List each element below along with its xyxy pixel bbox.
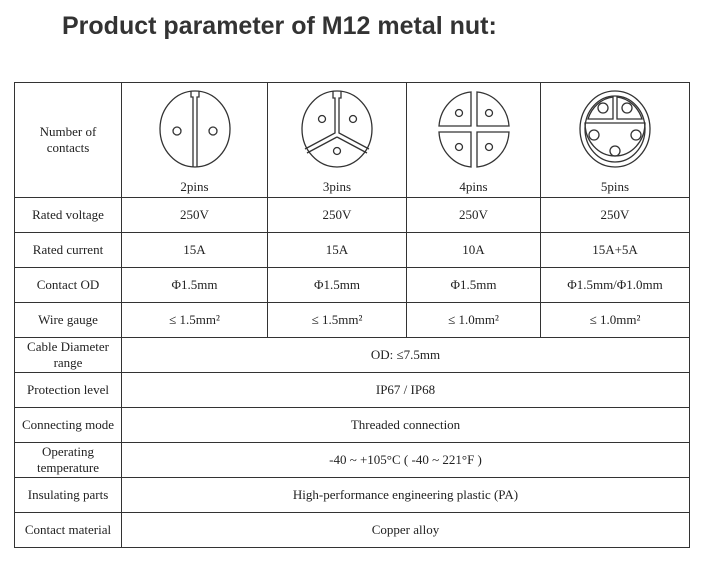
cell: 10A <box>406 232 541 268</box>
contact-cell: 4pins <box>406 82 541 198</box>
table-row: Wire gauge ≤ 1.5mm² ≤ 1.5mm² ≤ 1.0mm² ≤ 1.0m… <box>14 302 690 338</box>
row-label: Protection level <box>14 372 122 408</box>
cell: ≤ 1.5mm² <box>267 302 407 338</box>
contact-cell: 3pins <box>267 82 407 198</box>
cell: High-performance engineering plastic (PA… <box>121 477 690 513</box>
table-row: Insulating parts High-performance enginee… <box>14 477 690 513</box>
row-label: Cable Diameter range <box>14 337 122 373</box>
2-pin-connector-icon <box>158 90 231 168</box>
cell: 250V <box>267 197 407 233</box>
cell: Threaded connection <box>121 407 690 443</box>
row-label: Rated voltage <box>14 197 122 233</box>
cell: -40 ~ +105°C ( -40 ~ 221°F ) <box>121 442 690 478</box>
label-text: Operating temperature <box>36 444 100 475</box>
cell: 250V <box>121 197 268 233</box>
cell: 250V <box>406 197 541 233</box>
4-pin-connector-icon <box>437 91 510 168</box>
cell: 15A+5A <box>540 232 690 268</box>
row-label: Operating temperature <box>14 442 122 478</box>
row-label: Wire gauge <box>14 302 122 338</box>
row-label: Connecting mode <box>14 407 122 443</box>
contacts-row: Number of contacts 2pins 3pins 4pins <box>14 82 690 198</box>
cell: OD: ≤7.5mm <box>121 337 690 373</box>
cell: 15A <box>267 232 407 268</box>
table-row: Contact material Copper alloy <box>14 512 690 548</box>
cell: IP67 / IP68 <box>121 372 690 408</box>
table-row: Cable Diameter range OD: ≤7.5mm <box>14 337 690 373</box>
page-title: Product parameter of M12 metal nut: <box>62 12 497 40</box>
label-text: Number of contacts <box>39 124 97 155</box>
contact-cell: 2pins <box>121 82 268 198</box>
row-label: Number of contacts <box>14 82 122 198</box>
cell: ≤ 1.5mm² <box>121 302 268 338</box>
table-row: Rated current 15A 15A 10A 15A+5A <box>14 232 690 268</box>
cell: 15A <box>121 232 268 268</box>
row-label: Insulating parts <box>14 477 122 513</box>
5-pin-connector-icon <box>579 90 651 168</box>
table-row: Connecting mode Threaded connection <box>14 407 690 443</box>
3-pin-connector-icon <box>301 90 373 168</box>
table-row: Operating temperature -40 ~ +105°C ( -40 … <box>14 442 690 478</box>
cell: 250V <box>540 197 690 233</box>
cell: Copper alloy <box>121 512 690 548</box>
cell: Φ1.5mm/Φ1.0mm <box>540 267 690 303</box>
pins-label: 4pins <box>459 179 488 194</box>
cell: Φ1.5mm <box>121 267 268 303</box>
table-row: Protection level IP67 / IP68 <box>14 372 690 408</box>
table-row: Contact OD Φ1.5mm Φ1.5mm Φ1.5mm Φ1.5mm/Φ1.0m… <box>14 267 690 303</box>
pins-label: 2pins <box>180 179 209 194</box>
cell: ≤ 1.0mm² <box>406 302 541 338</box>
cell: ≤ 1.0mm² <box>540 302 690 338</box>
label-text: Cable Diameter range <box>27 339 109 370</box>
pins-label: 3pins <box>322 179 352 194</box>
contact-cell: 5pins <box>540 82 690 198</box>
cell: Φ1.5mm <box>406 267 541 303</box>
parameter-table: Number of contacts 2pins 3pins 4pins <box>14 82 690 548</box>
row-label: Contact OD <box>14 267 122 303</box>
row-label: Rated current <box>14 232 122 268</box>
cell: Φ1.5mm <box>267 267 407 303</box>
pins-label: 5pins <box>600 179 630 194</box>
table-row: Rated voltage 250V 250V 250V 250V <box>14 197 690 233</box>
row-label: Contact material <box>14 512 122 548</box>
